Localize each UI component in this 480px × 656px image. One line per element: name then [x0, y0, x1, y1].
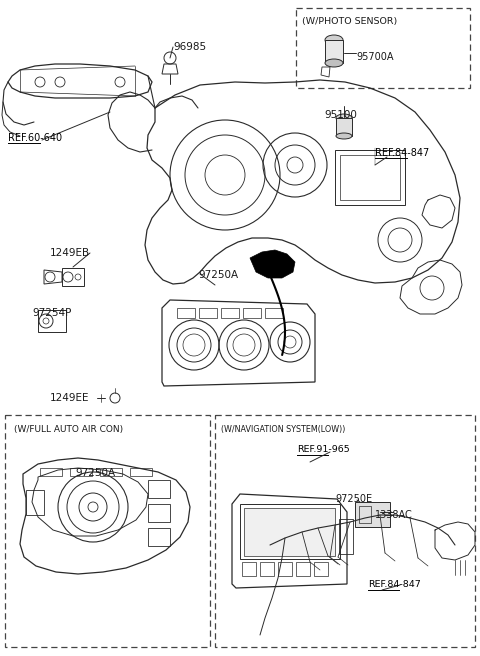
Text: (W/PHOTO SENSOR): (W/PHOTO SENSOR): [302, 17, 397, 26]
Text: 1249EB: 1249EB: [50, 248, 90, 258]
Text: REF.84-847: REF.84-847: [368, 580, 421, 589]
Polygon shape: [250, 250, 295, 278]
Text: REF.91-965: REF.91-965: [297, 445, 350, 454]
Polygon shape: [336, 118, 352, 136]
Text: 97250A: 97250A: [75, 468, 115, 478]
Text: REF.60-640: REF.60-640: [8, 133, 62, 143]
Polygon shape: [325, 40, 343, 63]
Text: 95700A: 95700A: [356, 52, 394, 62]
Text: 97250E: 97250E: [335, 494, 372, 504]
Ellipse shape: [325, 59, 343, 67]
Polygon shape: [244, 508, 335, 556]
Ellipse shape: [336, 114, 352, 122]
Text: (W/FULL AUTO AIR CON): (W/FULL AUTO AIR CON): [14, 425, 123, 434]
Text: 97250A: 97250A: [198, 270, 238, 280]
Polygon shape: [355, 502, 390, 527]
Text: 1249EE: 1249EE: [50, 393, 89, 403]
Text: REF.84-847: REF.84-847: [375, 148, 429, 158]
Text: 1338AC: 1338AC: [375, 510, 413, 520]
Ellipse shape: [336, 133, 352, 139]
Text: (W/NAVIGATION SYSTEM(LOW)): (W/NAVIGATION SYSTEM(LOW)): [221, 425, 346, 434]
Text: 96985: 96985: [173, 42, 206, 52]
Ellipse shape: [325, 35, 343, 45]
Text: 95100: 95100: [324, 110, 357, 120]
Text: 97254P: 97254P: [32, 308, 72, 318]
